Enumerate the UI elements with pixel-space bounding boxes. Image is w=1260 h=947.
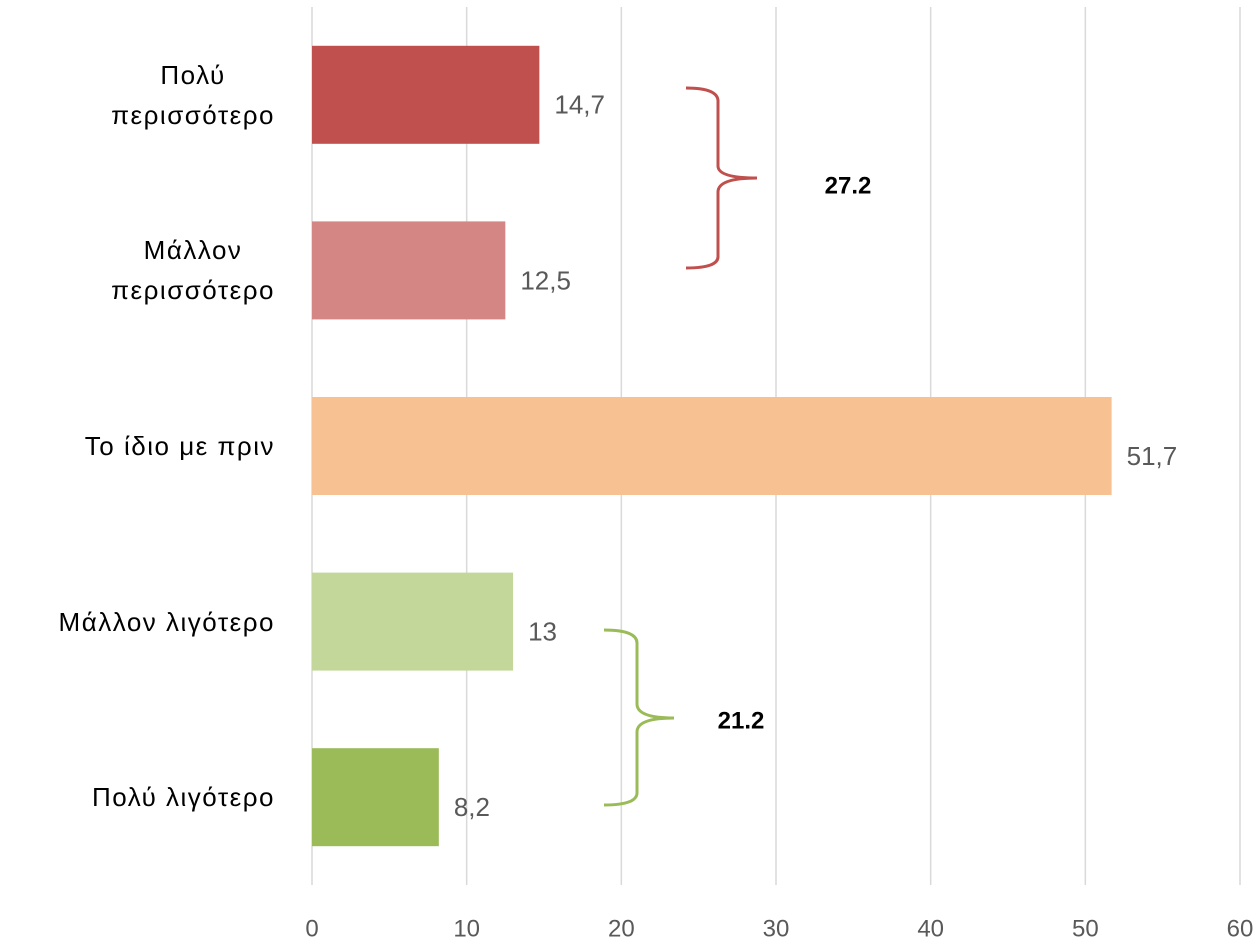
annotation: 21.2 xyxy=(718,707,765,734)
value-label: 8,2 xyxy=(454,792,490,822)
value-label: 14,7 xyxy=(554,90,605,120)
bar xyxy=(312,45,540,144)
value-label: 12,5 xyxy=(520,265,571,295)
bar xyxy=(312,221,506,320)
y-tick-label: Πολύ περισσότερο xyxy=(111,59,275,130)
value-label: 13 xyxy=(528,616,557,646)
y-tick-label: Μάλλον λιγότερο xyxy=(58,606,275,637)
bar xyxy=(312,748,439,847)
x-tick-label: 60 xyxy=(1227,915,1254,942)
bar xyxy=(312,572,514,671)
y-tick-label: Μάλλον περισσότερο xyxy=(111,235,275,306)
annotation: 27.2 xyxy=(825,172,872,199)
bracket xyxy=(685,86,758,270)
value-label: 51,7 xyxy=(1127,441,1178,471)
bar xyxy=(312,397,1112,495)
bracket xyxy=(603,628,675,807)
x-tick-label: 10 xyxy=(453,915,480,942)
x-tick-label: 0 xyxy=(305,915,318,942)
y-tick-label: Πολύ λιγότερο xyxy=(91,782,275,813)
x-tick-label: 20 xyxy=(608,915,635,942)
x-tick-label: 50 xyxy=(1072,915,1099,942)
x-tick-label: 40 xyxy=(917,915,944,942)
x-tick-label: 30 xyxy=(763,915,790,942)
y-tick-label: Το ίδιο με πριν xyxy=(84,431,275,461)
